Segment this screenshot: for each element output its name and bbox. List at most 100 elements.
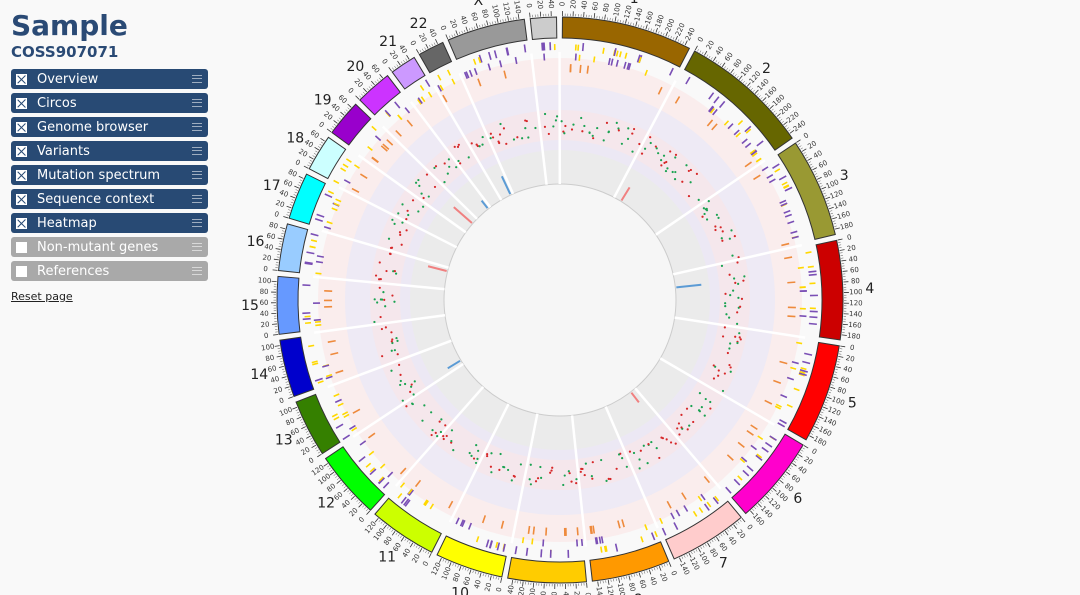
axis-minor-tick [761,499,764,502]
axis-minor-tick [280,360,283,362]
checkbox-checked-icon[interactable] [16,193,27,205]
axis-tick [465,26,468,32]
checkbox-checked-icon[interactable] [16,73,27,85]
axis-tick [697,547,702,553]
reset-page-link[interactable]: Reset page [11,290,73,303]
axis-tick-label: 40 [458,15,468,26]
axis-tick [290,195,296,199]
drag-handle-icon[interactable] [192,243,202,251]
variant-mark [475,536,480,543]
nav-item-non-mutant-genes[interactable]: Non-mutant genes [11,237,208,257]
copy-number-point [592,137,595,140]
copy-number-point [468,451,471,455]
nav-item-overview[interactable]: Overview [11,69,208,89]
drag-handle-icon[interactable] [192,75,202,83]
axis-minor-tick [343,486,346,489]
axis-tick [840,345,846,348]
variant-mark [706,119,714,127]
copy-number-point [572,123,575,126]
nav-item-mutation-spectrum[interactable]: Mutation spectrum [11,165,208,185]
drag-handle-icon[interactable] [192,99,202,107]
axis-minor-tick [631,574,633,578]
nav-item-sequence-context[interactable]: Sequence context [11,189,208,209]
axis-tick-label: 20 [348,506,360,518]
variant-mark [751,152,758,158]
axis-minor-tick [661,565,663,568]
axis-minor-tick [320,141,324,144]
axis-tick [391,530,396,536]
axis-tick-label: 20 [572,591,580,595]
axis-minor-tick [801,449,804,452]
nav-item-heatmap[interactable]: Heatmap [11,213,208,233]
axis-minor-tick [359,95,362,98]
drag-handle-icon[interactable] [192,147,202,155]
copy-number-point [510,479,513,482]
axis-minor-tick [654,567,656,571]
variant-mark [311,360,318,364]
copy-number-point [555,115,559,118]
axis-minor-tick [310,440,314,443]
drag-handle-icon[interactable] [192,171,202,179]
copy-number-point [498,468,501,472]
variant-mark [423,499,428,506]
axis-tick-label: 40 [726,535,738,547]
nav-item-variants[interactable]: Variants [11,141,208,161]
drag-handle-icon[interactable] [192,195,202,203]
variant-mark [333,179,340,185]
nav-item-genome-browser[interactable]: Genome browser [11,117,208,137]
copy-number-point [674,156,677,159]
copy-number-point [740,297,744,300]
nav-item-circos[interactable]: Circos [11,93,208,113]
axis-minor-tick [362,91,365,94]
copy-number-point [417,210,420,213]
axis-minor-tick [422,48,424,52]
chromosome-1-ideogram [561,16,691,68]
checkbox-checked-icon[interactable] [16,121,27,133]
axis-tick-label: 100 [616,582,627,595]
copy-number-point [671,170,674,174]
axis-tick [776,113,781,117]
drag-handle-icon[interactable] [192,219,202,227]
copy-number-point [628,450,632,453]
axis-tick-label: 40 [264,243,274,252]
copy-number-point [440,418,443,421]
checkbox-unchecked-icon[interactable] [16,265,27,277]
axis-minor-tick [313,153,317,155]
checkbox-unchecked-icon[interactable] [16,241,27,253]
variant-mark [698,507,704,514]
axis-minor-tick [834,225,837,227]
variant-mark [358,456,366,463]
copy-number-point [697,198,700,201]
copy-number-point [674,153,678,156]
variant-mark [342,163,349,169]
axis-minor-tick [646,570,648,573]
axis-minor-tick [653,29,655,32]
copy-number-point [420,192,423,195]
copy-number-point [550,469,553,472]
nav-item-references[interactable]: References [11,261,208,281]
copy-number-point [534,126,537,130]
variant-mark [737,441,745,448]
chromosome-16-ideogram [277,223,309,274]
axis-minor-tick [394,65,397,69]
variant-mark [343,179,351,184]
copy-number-point [736,311,739,314]
copy-number-point [433,166,436,170]
checkbox-checked-icon[interactable] [16,217,27,229]
checkbox-checked-icon[interactable] [16,145,27,157]
axis-minor-tick [711,539,714,543]
variant-mark [487,63,492,71]
axis-tick [833,376,839,379]
drag-handle-icon[interactable] [192,123,202,131]
copy-number-point [457,143,460,146]
axis-tick-label: 20 [297,147,309,158]
drag-handle-icon[interactable] [192,267,202,275]
checkbox-checked-icon[interactable] [16,169,27,181]
axis-tick-label: 0 [495,587,504,593]
checkbox-checked-icon[interactable] [16,97,27,109]
axis-tick [406,54,410,60]
axis-minor-tick [389,527,392,531]
axis-minor-tick [786,127,789,130]
copy-number-point [525,119,528,123]
copy-number-point [448,165,451,168]
